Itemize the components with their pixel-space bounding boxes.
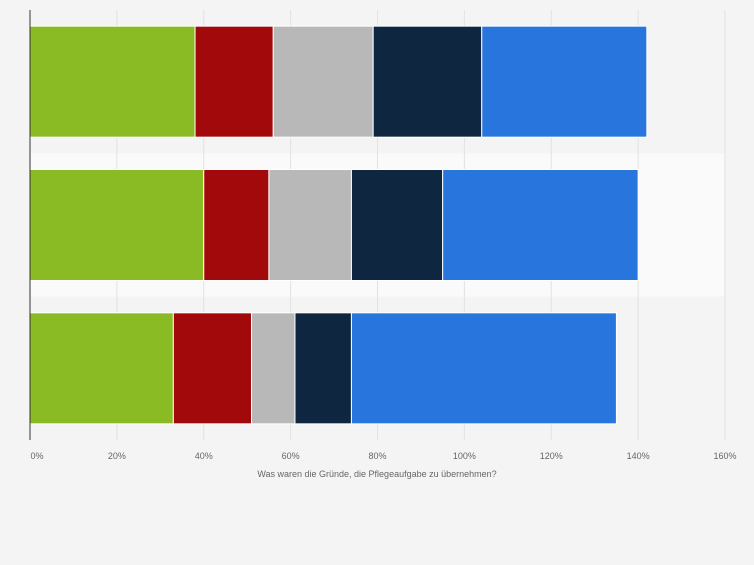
bar-segment[interactable] xyxy=(29,25,196,138)
x-tick-label: 60% xyxy=(282,451,300,461)
x-tick-label: 40% xyxy=(195,451,213,461)
bar-segment[interactable] xyxy=(29,169,205,281)
x-tick-label: 100% xyxy=(453,451,476,461)
bar-segment[interactable] xyxy=(350,169,444,281)
bar-segment[interactable] xyxy=(294,312,352,425)
bar-segment[interactable] xyxy=(203,169,270,281)
bar-segment[interactable] xyxy=(268,169,352,281)
x-tick-label: 160% xyxy=(713,451,736,461)
bar-segment[interactable] xyxy=(272,25,374,138)
bar-segment[interactable] xyxy=(194,25,274,138)
x-tick-label: 80% xyxy=(368,451,386,461)
x-tick-label: 0% xyxy=(30,451,43,461)
bar-segment[interactable] xyxy=(372,25,483,138)
bar-segment[interactable] xyxy=(442,169,639,281)
x-tick-label: 20% xyxy=(108,451,126,461)
bar-segment[interactable] xyxy=(481,25,648,138)
bar-segment[interactable] xyxy=(29,312,174,425)
bar-segment[interactable] xyxy=(350,312,617,425)
x-axis-label: Was waren die Gründe, die Pflegeaufgabe … xyxy=(257,469,496,479)
bar-segment[interactable] xyxy=(172,312,253,425)
x-tick-label: 140% xyxy=(627,451,650,461)
x-tick-label: 120% xyxy=(540,451,563,461)
bar-segment[interactable] xyxy=(251,312,296,425)
